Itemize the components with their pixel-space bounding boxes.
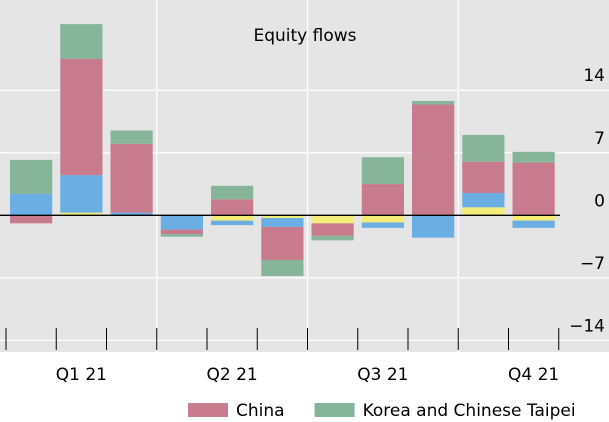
bar-segment (211, 199, 254, 216)
bar-segment (311, 235, 354, 241)
bar-segment (512, 151, 555, 163)
bar-segment (412, 215, 455, 238)
x-tick-label: Q3 21 (357, 365, 408, 385)
y-tick-label: 0 (594, 191, 605, 211)
annotation: Equity flows (253, 26, 356, 46)
bar-segment (211, 220, 254, 226)
x-tick-label: Q2 21 (207, 365, 258, 385)
y-tick-label: −14 (569, 316, 605, 336)
bar-segment (60, 175, 103, 213)
legend-swatch (188, 403, 228, 417)
bar-segment (462, 134, 505, 162)
bar-segment (311, 215, 354, 224)
bar-segment (261, 217, 304, 227)
bar-segment (110, 130, 153, 144)
bar-segment (211, 215, 254, 221)
bar-segment (412, 100, 455, 105)
bar-segment (462, 207, 505, 216)
bar-segment (311, 223, 354, 236)
legend-swatch (314, 403, 355, 417)
bar-segment (361, 157, 404, 185)
bar-segment (10, 159, 53, 194)
bar-segment (261, 226, 304, 260)
bar-segment (412, 104, 455, 216)
y-tick-label: −7 (580, 254, 605, 274)
bar-segment (160, 234, 203, 237)
legend-label: China (236, 401, 285, 421)
bar-segment (10, 193, 53, 216)
bar-segment (160, 229, 203, 235)
bar-segment (160, 215, 203, 230)
bar-segment (10, 215, 53, 224)
bar-segment (110, 143, 153, 213)
bar-segment (512, 220, 555, 228)
bar-segment (361, 184, 404, 216)
bar-segment (60, 212, 103, 216)
bar-segment (462, 161, 505, 193)
bar-segment (512, 162, 555, 216)
bar-segment (361, 222, 404, 228)
y-tick-label: 7 (594, 129, 605, 149)
bar-segment (512, 215, 555, 221)
legend-label: Korea and Chinese Taipei (363, 401, 576, 421)
bar-segment (60, 58, 103, 176)
bar-segment (261, 215, 304, 218)
bar-segment (60, 24, 103, 59)
bar-segment (110, 212, 153, 216)
bar-segment (261, 259, 304, 277)
bar-segment (462, 192, 505, 208)
x-tick-label: Q4 21 (508, 365, 559, 385)
x-tick-label: Q1 21 (56, 365, 107, 385)
bar-segment (211, 185, 254, 200)
bar-segment (361, 215, 404, 223)
y-tick-label: 14 (583, 66, 605, 86)
